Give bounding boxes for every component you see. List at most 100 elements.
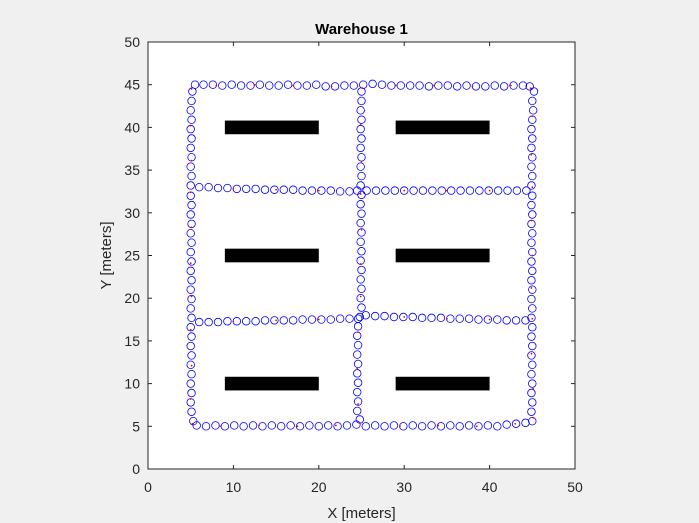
path-point-circle bbox=[265, 81, 274, 90]
path-point-dot bbox=[253, 83, 256, 86]
path-point-circle bbox=[305, 421, 314, 430]
path-point-dot bbox=[360, 228, 363, 231]
path-point-circle bbox=[380, 422, 389, 431]
path-point-circle bbox=[371, 186, 381, 195]
y-tick-label: 5 bbox=[132, 418, 140, 434]
path-point-dot bbox=[530, 219, 533, 222]
path-point-dot bbox=[488, 318, 491, 321]
path-point-circle bbox=[246, 81, 255, 90]
path-point-circle bbox=[248, 421, 258, 430]
path-point-circle bbox=[187, 238, 196, 247]
path-point-circle bbox=[187, 407, 196, 416]
path-point-dot bbox=[189, 191, 192, 194]
path-point-circle bbox=[356, 237, 365, 247]
path-point-circle bbox=[187, 96, 196, 106]
path-point-circle bbox=[481, 82, 490, 91]
path-point-circle bbox=[353, 340, 363, 350]
path-point-circle bbox=[356, 106, 365, 115]
y-tick-label: 15 bbox=[124, 333, 140, 349]
path-point-circle bbox=[511, 316, 521, 325]
path-point-circle bbox=[188, 87, 197, 96]
path-point-dot bbox=[296, 425, 299, 428]
path-point-circle bbox=[527, 332, 536, 341]
path-point-dot bbox=[275, 188, 277, 191]
path-point-dot bbox=[488, 189, 491, 192]
path-point-circle bbox=[528, 96, 537, 106]
path-point-circle bbox=[529, 87, 539, 96]
y-tick-label: 45 bbox=[124, 77, 140, 93]
path-point-dot bbox=[529, 87, 532, 90]
path-point-circle bbox=[359, 80, 368, 89]
path-point-circle bbox=[357, 134, 366, 143]
path-point-circle bbox=[443, 81, 452, 90]
path-point-circle bbox=[307, 186, 317, 195]
y-tick-label: 30 bbox=[124, 205, 140, 221]
path-point-circle bbox=[353, 186, 362, 195]
path-point-circle bbox=[260, 185, 270, 194]
path-point-circle bbox=[186, 304, 195, 313]
x-tick-label: 30 bbox=[396, 479, 412, 495]
path-point-dot bbox=[403, 316, 406, 318]
path-point-circle bbox=[417, 422, 427, 431]
path-point-dot bbox=[356, 367, 359, 370]
path-point-circle bbox=[436, 422, 446, 431]
path-point-circle bbox=[527, 143, 536, 153]
path-point-circle bbox=[518, 81, 528, 90]
path-point-circle bbox=[527, 200, 536, 210]
path-point-circle bbox=[528, 360, 537, 370]
path-point-circle bbox=[415, 81, 424, 90]
obstacle-6 bbox=[395, 376, 490, 391]
path-point-circle bbox=[326, 186, 335, 195]
path-point-dot bbox=[215, 84, 218, 87]
path-point-circle bbox=[464, 421, 474, 430]
path-point-circle bbox=[418, 186, 428, 195]
path-point-dot bbox=[361, 87, 364, 90]
path-point-circle bbox=[186, 210, 195, 219]
path-point-circle bbox=[208, 80, 218, 89]
path-point-circle bbox=[357, 115, 366, 124]
path-point-circle bbox=[357, 190, 366, 200]
path-point-dot bbox=[189, 124, 192, 127]
y-tick-label: 35 bbox=[124, 162, 140, 178]
path-point-circle bbox=[201, 422, 211, 431]
path-point-circle bbox=[528, 153, 537, 162]
y-tick-label: 10 bbox=[124, 376, 140, 392]
path-point-circle bbox=[186, 285, 195, 294]
path-point-dot bbox=[359, 193, 362, 195]
path-point-circle bbox=[357, 96, 366, 106]
path-point-circle bbox=[356, 275, 365, 284]
path-point-circle bbox=[326, 315, 335, 324]
path-point-circle bbox=[377, 80, 387, 89]
path-point-circle bbox=[370, 421, 380, 430]
path-point-circle bbox=[204, 317, 213, 327]
path-point-circle bbox=[527, 407, 536, 416]
path-point-circle bbox=[317, 186, 326, 195]
path-point-circle bbox=[242, 317, 251, 326]
path-point-circle bbox=[527, 294, 536, 304]
path-point-circle bbox=[211, 421, 220, 430]
path-point-circle bbox=[251, 184, 260, 194]
path-point-circle bbox=[349, 81, 359, 90]
path-point-circle bbox=[528, 171, 537, 181]
path-point-dot bbox=[394, 84, 397, 87]
path-point-circle bbox=[298, 186, 307, 195]
path-point-dot bbox=[530, 153, 533, 156]
obstacle-3 bbox=[224, 248, 319, 263]
path-point-circle bbox=[456, 186, 465, 195]
path-point-circle bbox=[283, 80, 293, 89]
path-point-circle bbox=[342, 421, 352, 430]
path-point-circle bbox=[483, 315, 493, 324]
obstacle-1 bbox=[224, 120, 319, 135]
path-point-dot bbox=[475, 425, 478, 428]
path-point-circle bbox=[357, 247, 366, 256]
path-point-circle bbox=[187, 370, 196, 379]
path-point-circle bbox=[503, 186, 512, 195]
path-point-circle bbox=[357, 209, 366, 218]
path-point-circle bbox=[356, 200, 365, 209]
path-point-dot bbox=[330, 85, 333, 88]
path-point-circle bbox=[298, 315, 307, 324]
path-point-circle bbox=[528, 304, 537, 313]
path-point-dot bbox=[334, 424, 337, 427]
path-point-circle bbox=[186, 162, 195, 171]
path-point-circle bbox=[528, 379, 537, 388]
